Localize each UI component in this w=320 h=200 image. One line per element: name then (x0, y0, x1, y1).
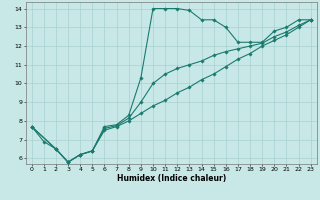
X-axis label: Humidex (Indice chaleur): Humidex (Indice chaleur) (116, 174, 226, 183)
